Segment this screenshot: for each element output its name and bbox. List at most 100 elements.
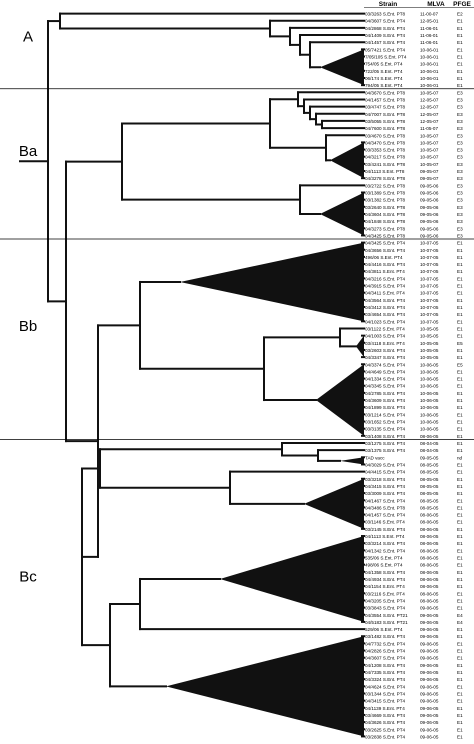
- row-pfge: E1: [457, 47, 463, 52]
- row-mlva: 10-05-05: [420, 355, 439, 360]
- row-pfge: E1: [457, 255, 463, 260]
- row-pfge: E3: [457, 97, 463, 102]
- row-pfge: E3: [457, 169, 463, 174]
- row-strain: 04/3029 S.Ent. PT4: [365, 462, 406, 467]
- row-strain: 03/1382 S.Ent. PT8: [365, 198, 406, 203]
- row-mlva: 10-06-05: [420, 369, 439, 374]
- row-strain: 03/1375 S.Ent. PT4: [365, 448, 406, 453]
- row-pfge: E3: [457, 205, 463, 210]
- row-pfge: E3: [457, 155, 463, 160]
- row-strain: 05/7421 S.Ent. PT4: [365, 47, 406, 52]
- row-mlva: 08-05-05: [420, 477, 439, 482]
- row-mlva: 12-05-07: [420, 119, 439, 124]
- row-pfge: E1: [457, 641, 463, 646]
- row-pfge: E3: [457, 112, 463, 117]
- row-strain: 03/4670 S.Ent. PT8: [365, 133, 406, 138]
- row-mlva: 10-05-07: [420, 162, 439, 167]
- row-mlva: 10-06-01: [420, 47, 439, 52]
- row-mlva: 08-06-05: [420, 541, 439, 546]
- row-pfge: E1: [457, 548, 463, 553]
- row-mlva: 09-06-05: [420, 677, 439, 682]
- row-mlva: 09-06-05: [420, 699, 439, 704]
- row-strain: 03/2722 S.Ent. PT8: [365, 183, 406, 188]
- row-strain: 04/3217 S.Ent. PT8: [365, 155, 406, 160]
- row-pfge: E3: [457, 140, 463, 145]
- row-strain: 04/1457 S.Ent. PT4: [365, 40, 406, 45]
- row-strain: 04/4934 S.Ent. PT4: [365, 577, 406, 582]
- row-pfge: E1: [457, 649, 463, 654]
- row-mlva: 10-06-01: [420, 55, 439, 60]
- row-pfge: E1: [457, 477, 463, 482]
- row-mlva: 09-06-05: [420, 606, 439, 611]
- row-pfge: E1: [457, 520, 463, 525]
- row-pfge: E1: [457, 19, 463, 24]
- row-pfge: E1: [457, 720, 463, 725]
- strain-column-header: Strain: [379, 1, 397, 8]
- row-strain: 03/4747 S.Ent. PT8: [365, 105, 406, 110]
- row-strain: 04/1457 S.Ent. PT4: [365, 513, 406, 518]
- row-mlva: 10-07-05: [420, 291, 439, 296]
- row-mlva: 09-06-05: [420, 720, 439, 725]
- row-strain: 03/1482 S.Ent. PT4: [365, 634, 406, 639]
- row-pfge: E1: [457, 276, 463, 281]
- row-pfge: E3: [457, 148, 463, 153]
- row-pfge: E1: [457, 727, 463, 732]
- row-mlva: 08-06-05: [420, 548, 439, 553]
- row-strain: 04/3415 S.Ent. PT4: [365, 484, 406, 489]
- row-pfge: E1: [457, 606, 463, 611]
- row-strain: 04/3216 S.Ent. PT4: [365, 276, 406, 281]
- pfge-column-header: PFGE: [453, 1, 471, 8]
- row-mlva: 08-05-05: [420, 491, 439, 496]
- row-mlva: 09-05-06: [420, 183, 439, 188]
- row-pfge: E1: [457, 491, 463, 496]
- row-mlva: 10-05-05: [420, 341, 439, 346]
- row-mlva: 12-05-07: [420, 97, 439, 102]
- row-pfge: E4: [457, 613, 463, 618]
- row-mlva: 09-05-06: [420, 191, 439, 196]
- row-mlva: 08-04-05: [420, 441, 439, 446]
- row-pfge: E1: [457, 563, 463, 568]
- cluster-label: A: [23, 28, 33, 45]
- row-mlva: 09-05-06: [420, 205, 439, 210]
- row-strain: 04/4624 S.Ent. PT4: [365, 684, 406, 689]
- row-pfge: nd: [457, 455, 463, 460]
- row-pfge: E1: [457, 534, 463, 539]
- row-strain: 04/3415 S.Ent. PT4: [365, 699, 406, 704]
- row-mlva: 08-05-05: [420, 484, 439, 489]
- row-pfge: E1: [457, 384, 463, 389]
- row-strain: 04/2785 S.Ent. PT4: [365, 391, 406, 396]
- row-mlva: 10-05-05: [420, 334, 439, 339]
- row-mlva: 08-06-05: [420, 577, 439, 582]
- row-pfge: E1: [457, 699, 463, 704]
- row-pfge: E1: [457, 498, 463, 503]
- row-strain: 04/1154 S.Ent. PT4: [365, 584, 405, 589]
- row-mlva: 10-07-05: [420, 305, 439, 310]
- row-pfge: E1: [457, 691, 463, 696]
- row-strain: 03/1214 S.Ent. PT4: [365, 412, 406, 417]
- row-strain: 04/3626 S.Ent. PT4: [365, 720, 406, 725]
- row-mlva: 09-06-05: [420, 713, 439, 718]
- row-strain: 03/1344 S.Ent. PT4: [365, 691, 406, 696]
- row-mlva: 11-00-07: [420, 12, 438, 17]
- row-pfge: E1: [457, 441, 463, 446]
- collapsed-clade: [180, 242, 364, 322]
- row-pfge: E1: [457, 62, 463, 67]
- row-pfge: E3: [457, 126, 463, 131]
- row-strain: 03/1122 S.Ent. PT4: [365, 326, 405, 331]
- row-strain: 03/1652 S.Ent. PT4: [365, 420, 406, 425]
- row-mlva: 09-06-05: [420, 627, 439, 632]
- row-mlva: 09-05-06: [420, 219, 439, 224]
- row-pfge: E1: [457, 398, 463, 403]
- row-pfge: E1: [457, 734, 463, 739]
- row-mlva: 11-06-01: [420, 40, 438, 45]
- row-mlva: 10-06-05: [420, 391, 439, 396]
- row-mlva: 10-06-05: [420, 384, 439, 389]
- row-mlva: 08-06-05: [420, 556, 439, 561]
- row-pfge: E3: [457, 183, 463, 188]
- row-pfge: E1: [457, 706, 463, 711]
- row-pfge: E3: [457, 212, 463, 217]
- row-mlva: 08-06-05: [420, 513, 439, 518]
- row-mlva: 10-07-05: [420, 262, 439, 267]
- row-strain: 03/1275 S.Ent. PT4: [365, 441, 406, 446]
